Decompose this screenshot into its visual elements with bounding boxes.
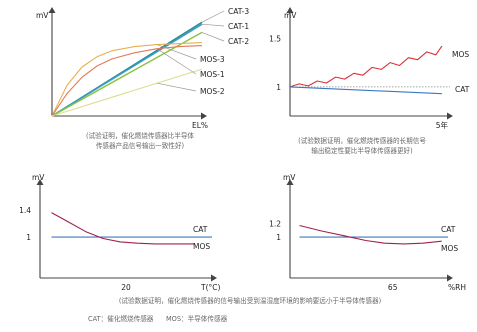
series-label-mos: MOS — [193, 242, 210, 251]
series-line-mos — [289, 45, 443, 88]
y-tick-label: 1.2 — [269, 219, 281, 228]
series-label-mos-2: MOS-2 — [200, 87, 225, 96]
x-axis-label: %RH — [448, 283, 466, 292]
chart-caption: (试验数据证明，催化燃烧传感器的长期信号 — [298, 136, 426, 145]
series-label-mos-3: MOS-3 — [200, 55, 225, 64]
chart-panel-4: mV %RH 1.2 1 65 CAT MOS — [269, 173, 466, 292]
leader-line — [201, 23, 225, 27]
series-line-cat-2 — [51, 31, 203, 117]
y-tick-label: 1.5 — [269, 34, 281, 43]
y-tick-label: 1 — [26, 233, 31, 242]
series-label-cat: CAT — [455, 85, 470, 94]
y-axis-label: mV — [32, 173, 45, 182]
leader-line — [156, 82, 197, 92]
series-label-cat-2: CAT-2 — [228, 37, 249, 46]
y-tick-label: 1.4 — [19, 206, 31, 215]
y-tick-label: 1 — [276, 83, 281, 92]
y-axis-label: mV — [36, 11, 49, 20]
leader-line — [156, 44, 197, 60]
x-tick-label: 20 — [121, 283, 131, 292]
x-tick-label: 5年 — [436, 120, 449, 130]
leader-line — [201, 10, 225, 23]
series-line-mos-3 — [51, 42, 203, 117]
chart-panel-2: mV 1.5 1 5年 MOS CAT (试验数据证明，催化燃烧传感器的长期信号输出稳定性要… — [269, 7, 470, 155]
series-label-mos: MOS — [452, 50, 469, 59]
chart-panel-3: mV T(°C) 1.4 1 20 CAT MOS — [19, 173, 220, 292]
y-tick-label: 1 — [276, 233, 281, 242]
chart-caption: 输出稳定性要比半导体传感器更好) — [311, 146, 412, 155]
series-label-cat: CAT — [193, 225, 208, 234]
x-tick-label: 65 — [388, 283, 398, 292]
y-axis-label: mV — [284, 11, 297, 20]
series-line-mos-1 — [51, 45, 203, 117]
series-label-cat: CAT — [441, 225, 456, 234]
series-label-mos-1: MOS-1 — [200, 70, 225, 79]
leader-line — [201, 32, 225, 42]
series-line-cat-1 — [51, 23, 203, 117]
x-axis-label: EL% — [192, 121, 208, 130]
series-line-cat — [289, 86, 442, 95]
series-label-cat-3: CAT-3 — [228, 7, 249, 16]
chart-caption: (试验证明，催化燃烧传感器比半导体 — [86, 131, 194, 140]
series-label-mos: MOS — [441, 244, 458, 253]
legend-note: CAT：催化燃烧传感器 MOS：半导体传感器 — [88, 314, 228, 323]
bottom-caption: (试验数据证明，催化燃烧传感器的信号输出受到温湿度环境的影响要远小于半导体传感器… — [119, 296, 381, 305]
series-line-mos-2 — [51, 68, 203, 117]
x-axis-label: T(°C) — [200, 283, 220, 292]
series-line-mos — [51, 212, 195, 245]
chart-caption: 传感器产品信号输出一致性好) — [96, 141, 184, 150]
y-axis-label: mV — [283, 173, 296, 182]
series-label-cat-1: CAT-1 — [228, 22, 249, 31]
series-line-mos — [299, 224, 442, 245]
leader-line — [156, 48, 197, 75]
